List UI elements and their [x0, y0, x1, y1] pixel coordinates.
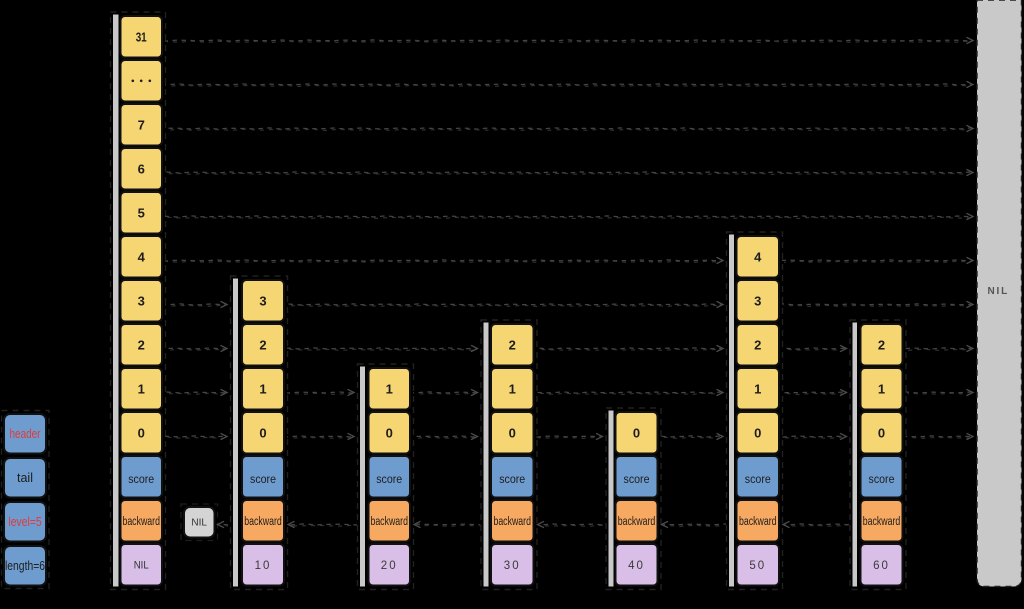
svg-text:score: score	[376, 474, 402, 486]
svg-text:2: 2	[509, 337, 516, 352]
svg-text:NIL: NIL	[988, 286, 1010, 297]
svg-text:backward: backward	[618, 516, 656, 528]
svg-text:31: 31	[136, 29, 147, 44]
svg-text:header: header	[10, 427, 41, 441]
svg-text:backward: backward	[493, 516, 531, 528]
svg-text:4: 4	[138, 249, 146, 264]
svg-text:4: 4	[754, 249, 762, 264]
svg-text:0: 0	[754, 425, 761, 440]
svg-text:30: 30	[504, 560, 521, 572]
svg-text:5: 5	[138, 205, 145, 220]
svg-text:0: 0	[633, 425, 640, 440]
svg-text:backward: backward	[244, 516, 282, 528]
svg-text:score: score	[499, 474, 525, 486]
svg-text:score: score	[128, 474, 154, 486]
svg-text:7: 7	[138, 117, 145, 132]
svg-text:40: 40	[628, 560, 645, 572]
svg-text:20: 20	[381, 560, 398, 572]
svg-text:0: 0	[386, 425, 393, 440]
svg-text:0: 0	[509, 425, 516, 440]
svg-text:backward: backward	[739, 516, 777, 528]
svg-text:score: score	[745, 474, 771, 486]
svg-text:3: 3	[754, 293, 761, 308]
svg-text:length=6: length=6	[5, 559, 45, 573]
svg-text:2: 2	[754, 337, 761, 352]
svg-text:score: score	[624, 474, 650, 486]
svg-text:NIL: NIL	[134, 560, 149, 572]
svg-text:1: 1	[754, 381, 761, 396]
svg-text:backward: backward	[122, 516, 160, 528]
svg-text:NIL: NIL	[191, 518, 207, 529]
svg-text:0: 0	[878, 425, 885, 440]
svg-text:2: 2	[138, 337, 145, 352]
svg-text:backward: backward	[370, 516, 408, 528]
svg-text:level=5: level=5	[8, 515, 42, 529]
svg-text:2: 2	[878, 337, 885, 352]
svg-text:score: score	[869, 474, 895, 486]
svg-text:3: 3	[138, 293, 145, 308]
svg-text:1: 1	[878, 381, 885, 396]
svg-text:3: 3	[259, 293, 266, 308]
svg-text:2: 2	[259, 337, 266, 352]
svg-text:6: 6	[138, 161, 145, 176]
svg-text:0: 0	[259, 425, 266, 440]
svg-text:1: 1	[386, 381, 393, 396]
svg-text:0: 0	[138, 425, 145, 440]
svg-text:1: 1	[259, 381, 266, 396]
svg-text:backward: backward	[863, 516, 901, 528]
svg-text:tail: tail	[17, 471, 33, 485]
svg-text:1: 1	[509, 381, 516, 396]
svg-text:1: 1	[138, 381, 145, 396]
svg-text:60: 60	[873, 560, 890, 572]
svg-text:10: 10	[255, 560, 272, 572]
svg-text:score: score	[250, 474, 276, 486]
svg-text:50: 50	[749, 560, 766, 572]
